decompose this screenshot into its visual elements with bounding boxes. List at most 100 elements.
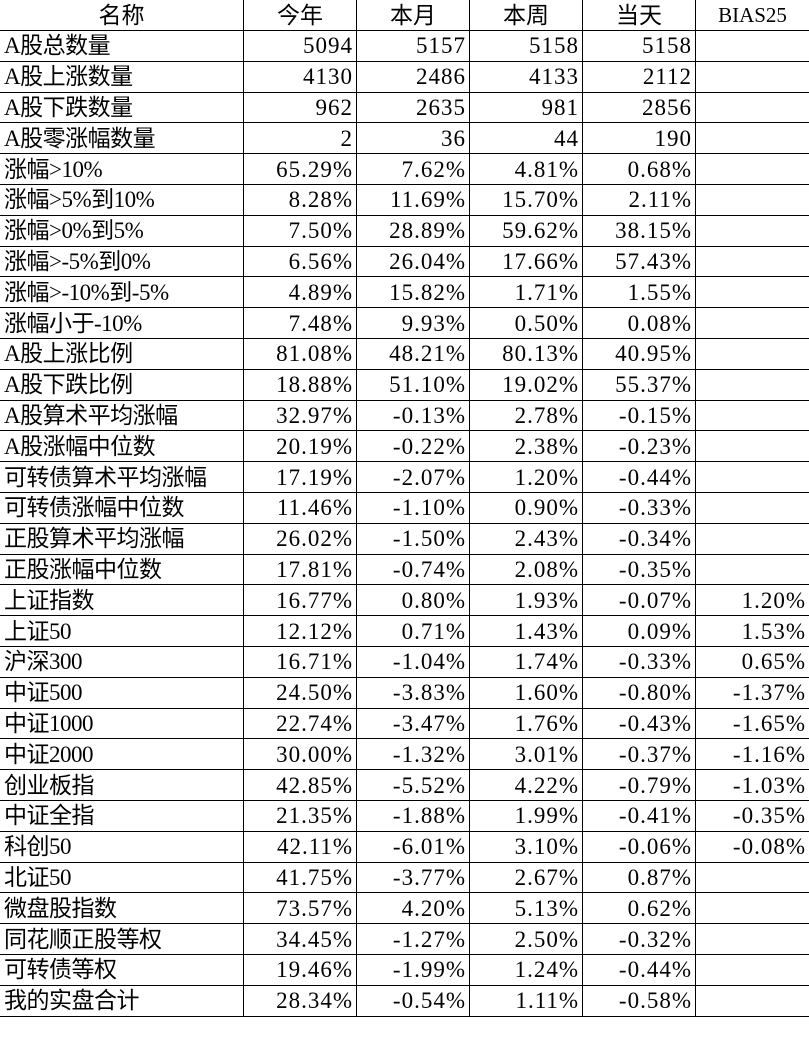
cell-year[interactable]: 17.81% [243, 553, 357, 586]
cell-week[interactable]: 44 [469, 122, 583, 155]
cell-year[interactable]: 12.12% [243, 615, 357, 647]
cell-today[interactable]: -0.15% [582, 399, 696, 432]
cell-year[interactable]: 41.75% [243, 861, 357, 894]
cell-today[interactable]: 0.68% [582, 153, 696, 185]
cell-today[interactable]: 57.43% [582, 245, 696, 278]
cell-today[interactable]: -0.32% [582, 923, 696, 955]
header-today[interactable]: 当天 [582, 0, 696, 31]
cell-bias25[interactable] [695, 923, 809, 955]
cell-today[interactable]: -0.79% [582, 769, 696, 801]
cell-month[interactable]: 15.82% [356, 276, 470, 309]
cell-month[interactable]: -0.74% [356, 553, 470, 586]
cell-year[interactable]: 34.45% [243, 923, 357, 955]
cell-week[interactable]: 1.24% [469, 953, 583, 986]
cell-bias25[interactable]: -0.08% [695, 830, 809, 863]
cell-today[interactable]: -0.44% [582, 461, 696, 493]
cell-week[interactable]: 1.71% [469, 276, 583, 309]
cell-week[interactable]: 4133 [469, 60, 583, 93]
cell-year[interactable]: 24.50% [243, 676, 357, 709]
row-name-cell[interactable]: 我的实盘合计 [0, 984, 244, 1017]
cell-month[interactable]: 2635 [356, 91, 470, 124]
row-name-cell[interactable]: 涨幅>10% [0, 153, 244, 185]
row-name-cell[interactable]: A股零涨幅数量 [0, 122, 244, 155]
cell-bias25[interactable] [695, 368, 809, 401]
cell-today[interactable]: 40.95% [582, 337, 696, 370]
cell-week[interactable]: 19.02% [469, 368, 583, 401]
row-name-cell[interactable]: A股算术平均涨幅 [0, 399, 244, 432]
cell-bias25[interactable] [695, 153, 809, 185]
row-name-cell[interactable]: 中证2000 [0, 738, 244, 771]
cell-bias25[interactable]: -0.35% [695, 799, 809, 832]
cell-month[interactable]: -1.99% [356, 953, 470, 986]
cell-month[interactable]: -0.54% [356, 984, 470, 1017]
cell-month[interactable]: 7.62% [356, 153, 470, 185]
cell-year[interactable]: 42.85% [243, 769, 357, 801]
cell-today[interactable]: 0.87% [582, 861, 696, 894]
cell-today[interactable]: -0.23% [582, 430, 696, 463]
cell-bias25[interactable] [695, 122, 809, 155]
row-name-cell[interactable]: 正股算术平均涨幅 [0, 522, 244, 555]
row-name-cell[interactable]: A股下跌比例 [0, 368, 244, 401]
cell-year[interactable]: 18.88% [243, 368, 357, 401]
cell-year[interactable]: 11.46% [243, 491, 357, 524]
cell-month[interactable]: -0.22% [356, 430, 470, 463]
cell-year[interactable]: 21.35% [243, 799, 357, 832]
cell-month[interactable]: 26.04% [356, 245, 470, 278]
cell-month[interactable]: 5157 [356, 30, 470, 62]
cell-bias25[interactable]: -1.37% [695, 676, 809, 709]
cell-today[interactable]: -0.34% [582, 522, 696, 555]
cell-bias25[interactable] [695, 522, 809, 555]
header-bias25[interactable]: BIAS25 [695, 0, 809, 31]
cell-week[interactable]: 3.10% [469, 830, 583, 863]
cell-year[interactable]: 65.29% [243, 153, 357, 185]
cell-year[interactable]: 17.19% [243, 461, 357, 493]
cell-today[interactable]: 2856 [582, 91, 696, 124]
row-name-cell[interactable]: 创业板指 [0, 769, 244, 801]
cell-year[interactable]: 26.02% [243, 522, 357, 555]
cell-week[interactable]: 0.50% [469, 307, 583, 339]
cell-year[interactable]: 30.00% [243, 738, 357, 771]
cell-month[interactable]: -0.13% [356, 399, 470, 432]
cell-week[interactable]: 3.01% [469, 738, 583, 771]
cell-year[interactable]: 81.08% [243, 337, 357, 370]
cell-today[interactable]: -0.33% [582, 645, 696, 678]
cell-month[interactable]: -1.50% [356, 522, 470, 555]
cell-bias25[interactable] [695, 183, 809, 216]
cell-today[interactable]: -0.44% [582, 953, 696, 986]
cell-week[interactable]: 1.76% [469, 707, 583, 740]
cell-today[interactable]: -0.43% [582, 707, 696, 740]
cell-month[interactable]: -3.77% [356, 861, 470, 894]
cell-week[interactable]: 1.20% [469, 461, 583, 493]
header-week[interactable]: 本周 [469, 0, 583, 31]
cell-week[interactable]: 1.60% [469, 676, 583, 709]
cell-bias25[interactable]: -1.03% [695, 769, 809, 801]
cell-week[interactable]: 4.22% [469, 769, 583, 801]
cell-month[interactable]: -1.10% [356, 491, 470, 524]
cell-year[interactable]: 4.89% [243, 276, 357, 309]
cell-bias25[interactable] [695, 553, 809, 586]
cell-week[interactable]: 2.50% [469, 923, 583, 955]
row-name-cell[interactable]: 涨幅>-5%到0% [0, 245, 244, 278]
row-name-cell[interactable]: 中证1000 [0, 707, 244, 740]
row-name-cell[interactable]: 涨幅小于-10% [0, 307, 244, 339]
cell-bias25[interactable]: -1.65% [695, 707, 809, 740]
cell-month[interactable]: 0.80% [356, 584, 470, 617]
cell-today[interactable]: 5158 [582, 30, 696, 62]
cell-year[interactable]: 73.57% [243, 892, 357, 925]
cell-bias25[interactable] [695, 953, 809, 986]
cell-month[interactable]: -1.32% [356, 738, 470, 771]
row-name-cell[interactable]: A股上涨数量 [0, 60, 244, 93]
row-name-cell[interactable]: 科创50 [0, 830, 244, 863]
cell-today[interactable]: 0.62% [582, 892, 696, 925]
cell-month[interactable]: -5.52% [356, 769, 470, 801]
header-year[interactable]: 今年 [243, 0, 357, 31]
cell-bias25[interactable]: -1.16% [695, 738, 809, 771]
row-name-cell[interactable]: 沪深300 [0, 645, 244, 678]
cell-year[interactable]: 7.50% [243, 214, 357, 247]
cell-bias25[interactable]: 0.65% [695, 645, 809, 678]
cell-week[interactable]: 2.78% [469, 399, 583, 432]
cell-month[interactable]: -1.27% [356, 923, 470, 955]
row-name-cell[interactable]: A股下跌数量 [0, 91, 244, 124]
row-name-cell[interactable]: 可转债涨幅中位数 [0, 491, 244, 524]
cell-bias25[interactable] [695, 461, 809, 493]
